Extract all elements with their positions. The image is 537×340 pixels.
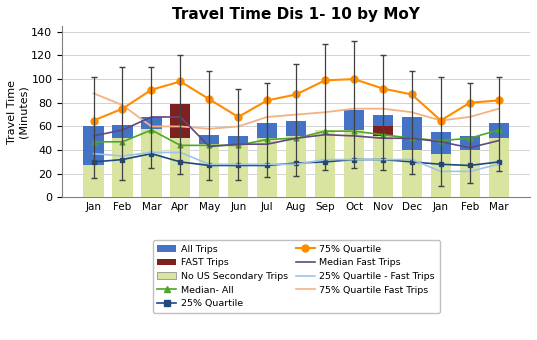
Bar — [112, 125, 133, 198]
Y-axis label: Travel Time
(Minutes): Travel Time (Minutes) — [7, 80, 28, 143]
Bar — [402, 117, 422, 198]
Bar — [489, 156, 509, 198]
Bar — [431, 183, 451, 198]
Bar — [170, 120, 191, 198]
Bar — [257, 138, 277, 198]
Bar — [373, 115, 393, 198]
Bar — [141, 129, 162, 198]
Bar — [228, 176, 249, 198]
Bar — [460, 136, 480, 198]
Bar — [228, 136, 249, 198]
Bar — [402, 150, 422, 198]
Legend: All Trips, FAST Trips, No US Secondary Trips, Median- All, 25% Quartile, 75% Qua: All Trips, FAST Trips, No US Secondary T… — [153, 240, 440, 313]
Bar — [344, 156, 364, 198]
Bar — [431, 154, 451, 198]
Bar — [315, 158, 335, 198]
Bar — [199, 144, 220, 198]
Bar — [83, 166, 104, 198]
Bar — [83, 126, 104, 198]
Bar — [83, 171, 104, 198]
Bar — [373, 136, 393, 198]
Bar — [199, 168, 220, 198]
Bar — [170, 138, 191, 198]
Bar — [460, 181, 480, 198]
Bar — [431, 132, 451, 198]
Bar — [141, 166, 162, 198]
Bar — [373, 126, 393, 198]
Bar — [170, 104, 191, 198]
Bar — [199, 135, 220, 198]
Bar — [286, 166, 306, 198]
Bar — [460, 150, 480, 198]
Title: Travel Time Dis 1- 10 by MoY: Travel Time Dis 1- 10 by MoY — [172, 7, 420, 22]
Bar — [402, 174, 422, 198]
Bar — [257, 123, 277, 198]
Bar — [141, 117, 162, 198]
Bar — [257, 168, 277, 198]
Bar — [112, 178, 133, 198]
Bar — [286, 120, 306, 198]
Bar — [315, 152, 335, 198]
Bar — [489, 138, 509, 198]
Bar — [286, 136, 306, 198]
Bar — [228, 144, 249, 198]
Bar — [112, 138, 133, 198]
Bar — [344, 130, 364, 198]
Bar — [315, 130, 335, 198]
Bar — [344, 110, 364, 198]
Bar — [489, 123, 509, 198]
